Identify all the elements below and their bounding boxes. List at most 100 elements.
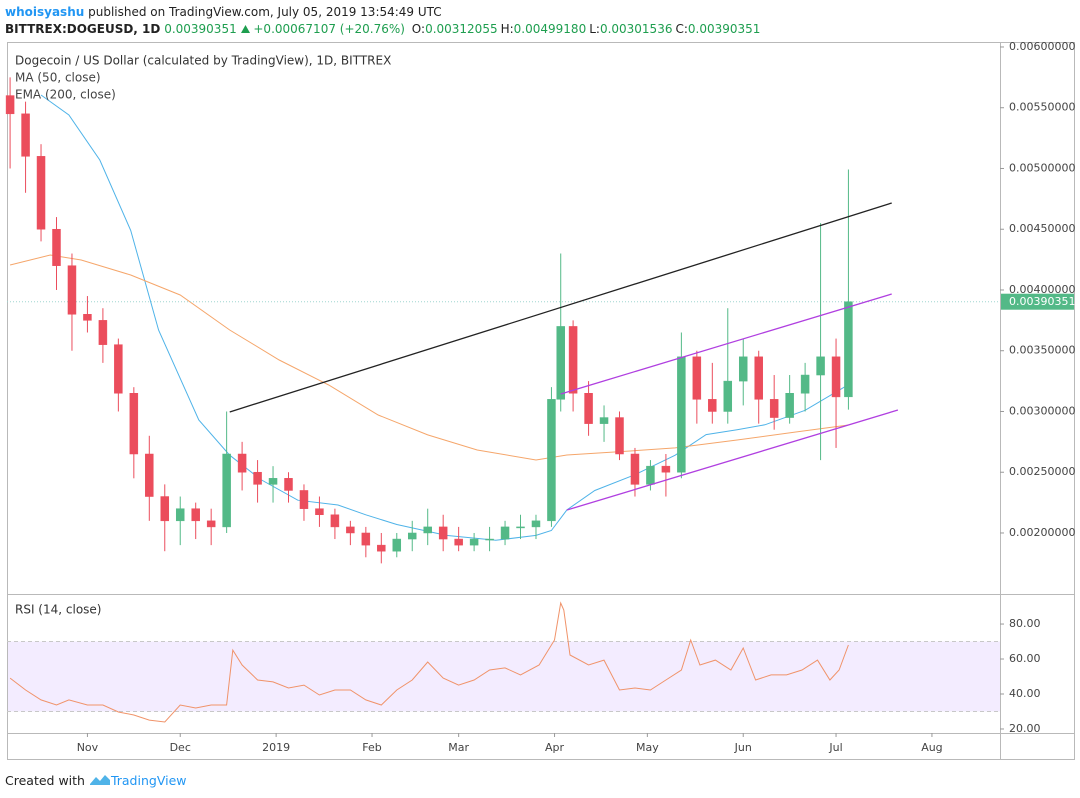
quote-value: 0.00390351 (687, 22, 761, 36)
candle-body (67, 265, 77, 315)
candle-body (377, 544, 386, 552)
x-tick-label: Mar (448, 741, 469, 754)
candle-body (831, 356, 841, 398)
candle-body (191, 508, 200, 522)
candle-body (145, 453, 154, 497)
chart-title: Dogecoin / US Dollar (calculated by Trad… (15, 54, 391, 68)
brand[interactable]: TradingView (110, 773, 187, 788)
symbol: BITTREX:DOGEUSD, 1D (5, 22, 161, 36)
candle-body (630, 453, 640, 485)
candle-body (407, 532, 417, 540)
published: published on TradingView.com, July 05, 2… (88, 5, 442, 19)
candle-body (346, 526, 355, 534)
rsi-line (9, 601, 849, 723)
footer: Created with TradingView (5, 773, 186, 788)
candle-body (21, 113, 30, 157)
y-tick-label: 0.00200000 (1009, 526, 1075, 539)
candle-body (299, 490, 309, 509)
candle-body (785, 393, 794, 418)
trend-line (566, 409, 899, 511)
candle-body (268, 478, 278, 485)
candle-body (547, 399, 556, 522)
candle-body (330, 514, 340, 528)
x-tick-label: May (636, 741, 659, 754)
candle-body (844, 301, 853, 398)
candle-body (284, 478, 293, 491)
candle-body (516, 526, 525, 529)
y-tick-label: 0.00450000 (1009, 222, 1075, 235)
candle-body (315, 508, 324, 516)
candle-body (754, 356, 763, 400)
brand-logo (89, 775, 110, 785)
publish-line: whoisyashu published on TradingView.com,… (5, 5, 442, 19)
x-tick-label: Jun (734, 741, 752, 754)
y-tick-label: 0.00350000 (1009, 344, 1075, 357)
quote-label: O: (411, 22, 426, 36)
x-tick-label: Nov (77, 741, 99, 754)
change: +0.00067107 (+20.76%) (253, 22, 405, 36)
up-arrow (240, 25, 250, 33)
last-price-label: 0.00390351 (1009, 295, 1075, 308)
quote-value: 0.00499180 (513, 22, 587, 36)
rsi-y-tick-label: 20.00 (1009, 722, 1041, 735)
y-tick-label: 0.00250000 (1009, 465, 1075, 478)
candle-body (129, 393, 139, 455)
candle-body (222, 453, 231, 528)
frame (7, 42, 1075, 760)
x-tick-label: Apr (545, 741, 565, 754)
x-tick-label: 2019 (262, 741, 290, 754)
quote-label: C: (675, 22, 688, 36)
candle-body (769, 399, 779, 418)
candle-body (160, 496, 170, 522)
y-tick-label: 0.00400000 (1009, 283, 1075, 296)
legend-entry: EMA (200, close) (15, 88, 116, 102)
x-tick-label: Dec (170, 741, 191, 754)
candle-body (454, 538, 463, 546)
footer-text: Created with (5, 773, 85, 788)
last-price-box (1001, 293, 1074, 310)
candle-body (52, 228, 61, 266)
candle-body (646, 465, 655, 485)
candle-body (599, 417, 609, 424)
candle-body (253, 471, 262, 485)
candle-body (708, 399, 717, 412)
candle-body (175, 508, 185, 522)
candle-body (677, 356, 686, 473)
author: whoisyashu (5, 5, 85, 19)
candle-body (438, 526, 448, 540)
quote-value: 0.00301536 (599, 22, 673, 36)
candle-body (500, 526, 510, 540)
candle-body (556, 326, 565, 400)
candle-body (723, 380, 733, 412)
rsi-y-tick-label: 80.00 (1009, 617, 1041, 630)
rsi-y-tick-label: 60.00 (1009, 652, 1041, 665)
candle-body (98, 320, 108, 345)
legend-entry: MA (50, close) (15, 71, 101, 85)
y-tick-label: 0.00300000 (1009, 404, 1075, 417)
trend-line (229, 202, 892, 413)
candle-body (615, 417, 624, 455)
candle-body (469, 538, 479, 546)
candle-body (206, 520, 216, 528)
y-tick-label: 0.00550000 (1009, 101, 1075, 114)
candle-body (692, 356, 702, 400)
candle-body (738, 356, 748, 382)
candle-body (5, 95, 15, 115)
rsi-label: RSI (14, close) (15, 603, 101, 617)
x-tick-label: Aug (921, 741, 942, 754)
quote-label: L: (589, 22, 600, 36)
quote-label: H: (500, 22, 514, 36)
quote-value: 0.00312055 (425, 22, 498, 36)
candle-body (361, 532, 371, 546)
x-tick-label: Jul (828, 741, 842, 754)
quote-line: BITTREX:DOGEUSD, 1D 0.00390351 +0.000671… (5, 22, 760, 36)
y-tick-label: 0.00500000 (1009, 161, 1075, 174)
candle-body (237, 453, 247, 473)
last-price: 0.00390351 (164, 22, 237, 36)
candle-body (800, 374, 810, 394)
candle-body (485, 538, 494, 541)
candle-body (36, 156, 46, 230)
